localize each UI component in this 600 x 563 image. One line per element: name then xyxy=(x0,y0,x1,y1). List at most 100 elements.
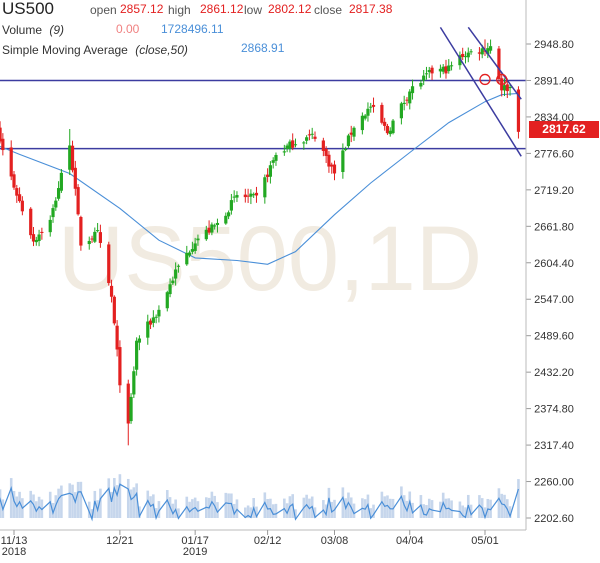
candle-body xyxy=(327,154,331,167)
candle-body xyxy=(346,135,351,147)
volume-bar xyxy=(425,505,428,518)
volume-value: 1728496.11 xyxy=(161,22,224,36)
candle-body xyxy=(422,75,426,81)
symbol-watermark: US500,1D xyxy=(58,208,482,310)
candle-body xyxy=(137,338,142,343)
volume-bar xyxy=(469,504,473,518)
y-tick-label: 2891.40 xyxy=(534,75,574,87)
volume-bar xyxy=(497,488,501,518)
volume-bar xyxy=(271,504,275,518)
candle-body xyxy=(76,187,80,215)
candle-body xyxy=(366,108,370,116)
volume-bar xyxy=(171,503,175,518)
volume-bar xyxy=(372,504,375,518)
volume-bar xyxy=(411,502,414,518)
sma-layer xyxy=(0,92,519,265)
candle-body xyxy=(109,285,114,297)
candle-body xyxy=(207,227,211,233)
volume-bar xyxy=(154,508,158,518)
last-price-tag-text: 2817.62 xyxy=(542,122,586,136)
volume-bar xyxy=(232,503,236,518)
last-price-tag: 2817.62 xyxy=(529,121,599,138)
high-label: high xyxy=(168,3,191,17)
volume-bar xyxy=(500,493,504,518)
volume-bar xyxy=(517,479,520,518)
candle-body xyxy=(410,86,415,94)
candle-body xyxy=(165,292,169,309)
trendline xyxy=(439,26,522,157)
candle-body xyxy=(20,200,24,212)
volume-bar xyxy=(285,503,289,518)
candle-body xyxy=(73,167,77,189)
candle-body xyxy=(229,200,233,211)
volume-bar xyxy=(126,478,130,518)
candle-body xyxy=(148,320,153,325)
candle-body xyxy=(469,51,473,53)
candle-body xyxy=(430,67,434,74)
volume-bar xyxy=(461,505,465,518)
candle-body xyxy=(341,150,345,173)
sma-value: 2868.91 xyxy=(241,41,285,55)
volume-bar xyxy=(57,488,60,518)
volume-param: (9) xyxy=(49,23,64,37)
candle-body xyxy=(285,145,289,149)
marker-circle xyxy=(479,73,491,86)
candle-body xyxy=(408,91,412,104)
volume-bar xyxy=(441,492,445,518)
candle-body xyxy=(93,231,97,242)
candle-body xyxy=(402,102,406,104)
candle-body xyxy=(463,56,468,58)
volume-bar xyxy=(132,487,136,518)
candle-body xyxy=(502,85,507,91)
candle-body xyxy=(193,243,197,251)
volume-bar xyxy=(165,490,169,518)
volume-bar xyxy=(110,491,113,518)
symbol-title: US500 xyxy=(2,0,54,18)
candle-body xyxy=(174,269,178,279)
candle-body xyxy=(146,321,150,338)
candle-body xyxy=(310,133,314,135)
candle-body xyxy=(254,192,259,196)
candle-body xyxy=(96,230,100,232)
candle-body xyxy=(321,140,325,151)
volume-bar xyxy=(34,501,38,518)
y-tick-label: 2202.60 xyxy=(534,513,574,525)
candle-body xyxy=(213,225,217,227)
candle-body xyxy=(98,232,102,243)
volume-bar xyxy=(341,487,345,518)
y-tick-label: 2834.00 xyxy=(534,112,574,124)
candle-body xyxy=(363,115,367,119)
marker-circle xyxy=(496,73,508,86)
candle-body xyxy=(118,347,122,386)
candle-body xyxy=(132,371,136,395)
volume-bar xyxy=(305,494,308,518)
candle-body xyxy=(307,134,312,136)
y-tick-label: 2776.60 xyxy=(534,148,574,160)
volume-bar xyxy=(113,478,116,518)
candle-body xyxy=(360,115,364,131)
candle-body xyxy=(291,140,295,148)
candle-body xyxy=(516,89,521,132)
candle-body xyxy=(405,99,409,101)
candle-body xyxy=(427,70,431,73)
candle-body xyxy=(441,66,445,72)
volume-ma-line xyxy=(0,483,519,522)
volume-bar xyxy=(87,501,91,518)
candle-body xyxy=(458,55,462,66)
volume-bar xyxy=(74,492,77,518)
candle-body xyxy=(466,52,470,58)
legend-header: US500 open 2857.12 high 2861.12 low 2802… xyxy=(2,0,393,57)
volume-bar xyxy=(29,490,33,518)
candle-body xyxy=(129,396,133,422)
y-axis: 2948.80 2891.40 2834.00 2776.60 2719.20 2661.… xyxy=(525,0,574,530)
volume-bar xyxy=(0,489,2,518)
open-label: open xyxy=(90,3,117,17)
sma-param: (close,50) xyxy=(135,43,188,57)
candle-body xyxy=(424,73,429,75)
candle-body xyxy=(488,46,493,51)
x-tick-label: 02/12 xyxy=(254,535,282,547)
candle-body xyxy=(344,148,348,150)
